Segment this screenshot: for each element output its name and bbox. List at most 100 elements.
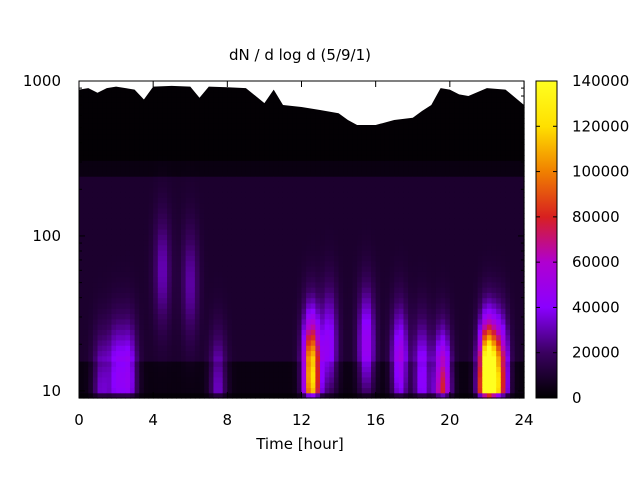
heatmap-cell <box>176 366 182 373</box>
heatmap-cell <box>426 334 432 341</box>
heatmap-cell <box>213 366 219 373</box>
heatmap-cell <box>116 366 122 373</box>
heatmap-cell <box>412 154 418 161</box>
heatmap-cell <box>176 281 182 288</box>
heatmap-cell <box>167 207 173 214</box>
heatmap-cell <box>408 324 414 330</box>
heatmap-cell <box>333 176 340 182</box>
heatmap-cell <box>273 102 279 109</box>
heatmap-cell <box>324 271 330 278</box>
heatmap-cell <box>296 265 303 272</box>
heatmap-cell <box>176 197 182 204</box>
heatmap-cell <box>204 213 210 219</box>
heatmap-cell <box>227 371 233 378</box>
heatmap-cell <box>306 234 312 241</box>
heatmap-cell <box>171 260 177 267</box>
heatmap-cell <box>361 202 367 209</box>
heatmap-cell <box>310 281 317 288</box>
heatmap-cell <box>116 213 122 219</box>
heatmap-cell <box>218 149 224 156</box>
heatmap-cell <box>255 271 261 278</box>
heatmap-cell <box>231 361 238 367</box>
heatmap-cell <box>306 133 312 140</box>
heatmap-cell <box>343 339 349 346</box>
heatmap-cell <box>185 186 191 193</box>
heatmap-cell <box>417 324 423 330</box>
heatmap-cell <box>273 154 279 161</box>
heatmap-cell <box>116 112 122 119</box>
heatmap-cell <box>389 139 395 145</box>
heatmap-cell <box>320 239 326 246</box>
heatmap-cell <box>111 376 117 383</box>
heatmap-cell <box>333 308 340 315</box>
heatmap-cell <box>371 186 377 193</box>
heatmap-cell <box>375 128 381 135</box>
heatmap-cell <box>440 292 446 299</box>
heatmap-cell <box>102 339 108 346</box>
heatmap-cell <box>440 255 446 262</box>
heatmap-cell <box>125 223 131 230</box>
heatmap-cell <box>357 324 363 330</box>
heatmap-cell <box>357 297 363 304</box>
heatmap-cell <box>371 287 377 293</box>
heatmap-cell <box>116 170 122 177</box>
heatmap-cell <box>333 361 340 367</box>
heatmap-cell <box>185 154 191 161</box>
heatmap-cell <box>459 339 465 346</box>
heatmap-cell <box>92 265 99 272</box>
heatmap-cell <box>227 165 233 172</box>
heatmap-cell <box>259 260 266 267</box>
heatmap-cell <box>324 181 330 188</box>
heatmap-cell <box>412 176 418 182</box>
heatmap-cell <box>338 297 344 304</box>
heatmap-cell <box>375 355 381 362</box>
heatmap-cell <box>282 255 289 262</box>
heatmap-cell <box>250 276 256 283</box>
heatmap-cell <box>315 139 321 145</box>
heatmap-cell <box>366 191 372 198</box>
heatmap-cell <box>245 392 252 399</box>
heatmap-cell <box>440 260 446 267</box>
heatmap-cell <box>176 239 182 246</box>
heatmap-cell <box>92 387 99 394</box>
heatmap-cell <box>343 260 349 267</box>
heatmap-cell <box>83 366 89 373</box>
heatmap-cell <box>352 350 358 357</box>
heatmap-cell <box>120 313 126 320</box>
heatmap-cell <box>296 149 303 156</box>
heatmap-cell <box>167 165 173 172</box>
heatmap-cell <box>167 213 173 219</box>
heatmap-cell <box>222 86 228 93</box>
heatmap-cell <box>287 287 293 293</box>
heatmap-cell <box>153 191 159 198</box>
heatmap-cell <box>153 244 159 251</box>
heatmap-cell <box>403 218 409 225</box>
heatmap-cell <box>394 387 400 394</box>
heatmap-cell <box>366 287 372 293</box>
heatmap-cell <box>292 371 298 378</box>
heatmap-cell <box>375 186 381 193</box>
heatmap-cell <box>398 223 405 230</box>
heatmap-cell <box>269 371 275 378</box>
heatmap-cell <box>343 154 349 161</box>
heatmap-cell <box>185 197 191 204</box>
heatmap-cell <box>394 366 400 373</box>
heatmap-cell <box>143 276 150 283</box>
heatmap-cell <box>431 244 437 251</box>
heatmap-cell <box>102 223 108 230</box>
heatmap-cell <box>269 181 275 188</box>
heatmap-cell <box>148 287 154 293</box>
heatmap-cell <box>269 308 275 315</box>
heatmap-cell <box>301 318 307 325</box>
heatmap-cell <box>129 91 136 98</box>
heatmap-cell <box>320 197 326 204</box>
heatmap-cell <box>329 265 335 272</box>
heatmap-cell <box>120 345 126 352</box>
heatmap-cell <box>190 371 196 378</box>
heatmap-cell <box>204 355 210 362</box>
heatmap-cell <box>449 228 456 235</box>
heatmap-cell <box>301 112 307 119</box>
heatmap-cell <box>199 387 205 394</box>
heatmap-cell <box>333 329 340 336</box>
heatmap-cell <box>422 308 428 315</box>
